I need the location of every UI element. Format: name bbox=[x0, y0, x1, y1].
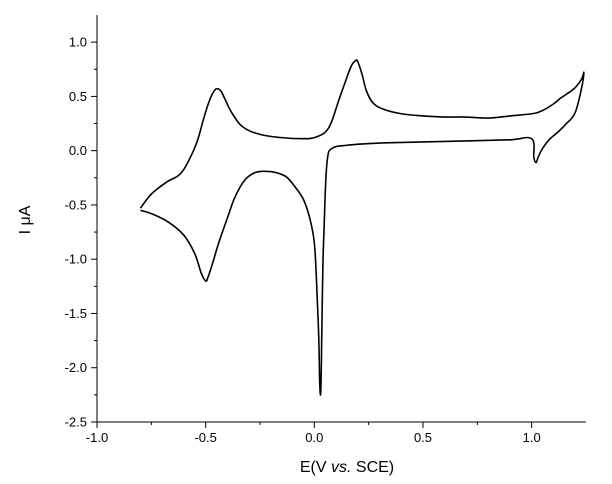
x-tick-label: 0.5 bbox=[414, 430, 432, 445]
cv-curve bbox=[139, 59, 585, 396]
y-tick-label: 0.0 bbox=[69, 143, 87, 158]
y-tick-label: 1.0 bbox=[69, 35, 87, 50]
plot-area bbox=[96, 15, 586, 423]
series-layer bbox=[139, 59, 585, 396]
y-tick-label: -1.0 bbox=[65, 252, 87, 267]
x-tick-label: -1.0 bbox=[86, 430, 108, 445]
y-tick-label: -2.5 bbox=[65, 415, 87, 430]
x-axis-label: E(V vs. SCE) bbox=[300, 459, 394, 476]
y-tick-label: 0.5 bbox=[69, 89, 87, 104]
x-tick-label: 0.0 bbox=[305, 430, 323, 445]
x-tick-label: -0.5 bbox=[194, 430, 216, 445]
y-tick-label: -0.5 bbox=[65, 197, 87, 212]
x-axis-ticks: -1.0 -0.5 0.0 0.5 1.0 bbox=[86, 422, 541, 445]
y-axis-label: I μA bbox=[17, 205, 34, 234]
x-tick-label: 1.0 bbox=[523, 430, 541, 445]
y-axis-ticks: -2.5 -2.0 -1.5 -1.0 -0.5 0.0 0.5 1.0 bbox=[65, 35, 97, 430]
y-tick-label: -1.5 bbox=[65, 306, 87, 321]
y-tick-label: -2.0 bbox=[65, 360, 87, 375]
